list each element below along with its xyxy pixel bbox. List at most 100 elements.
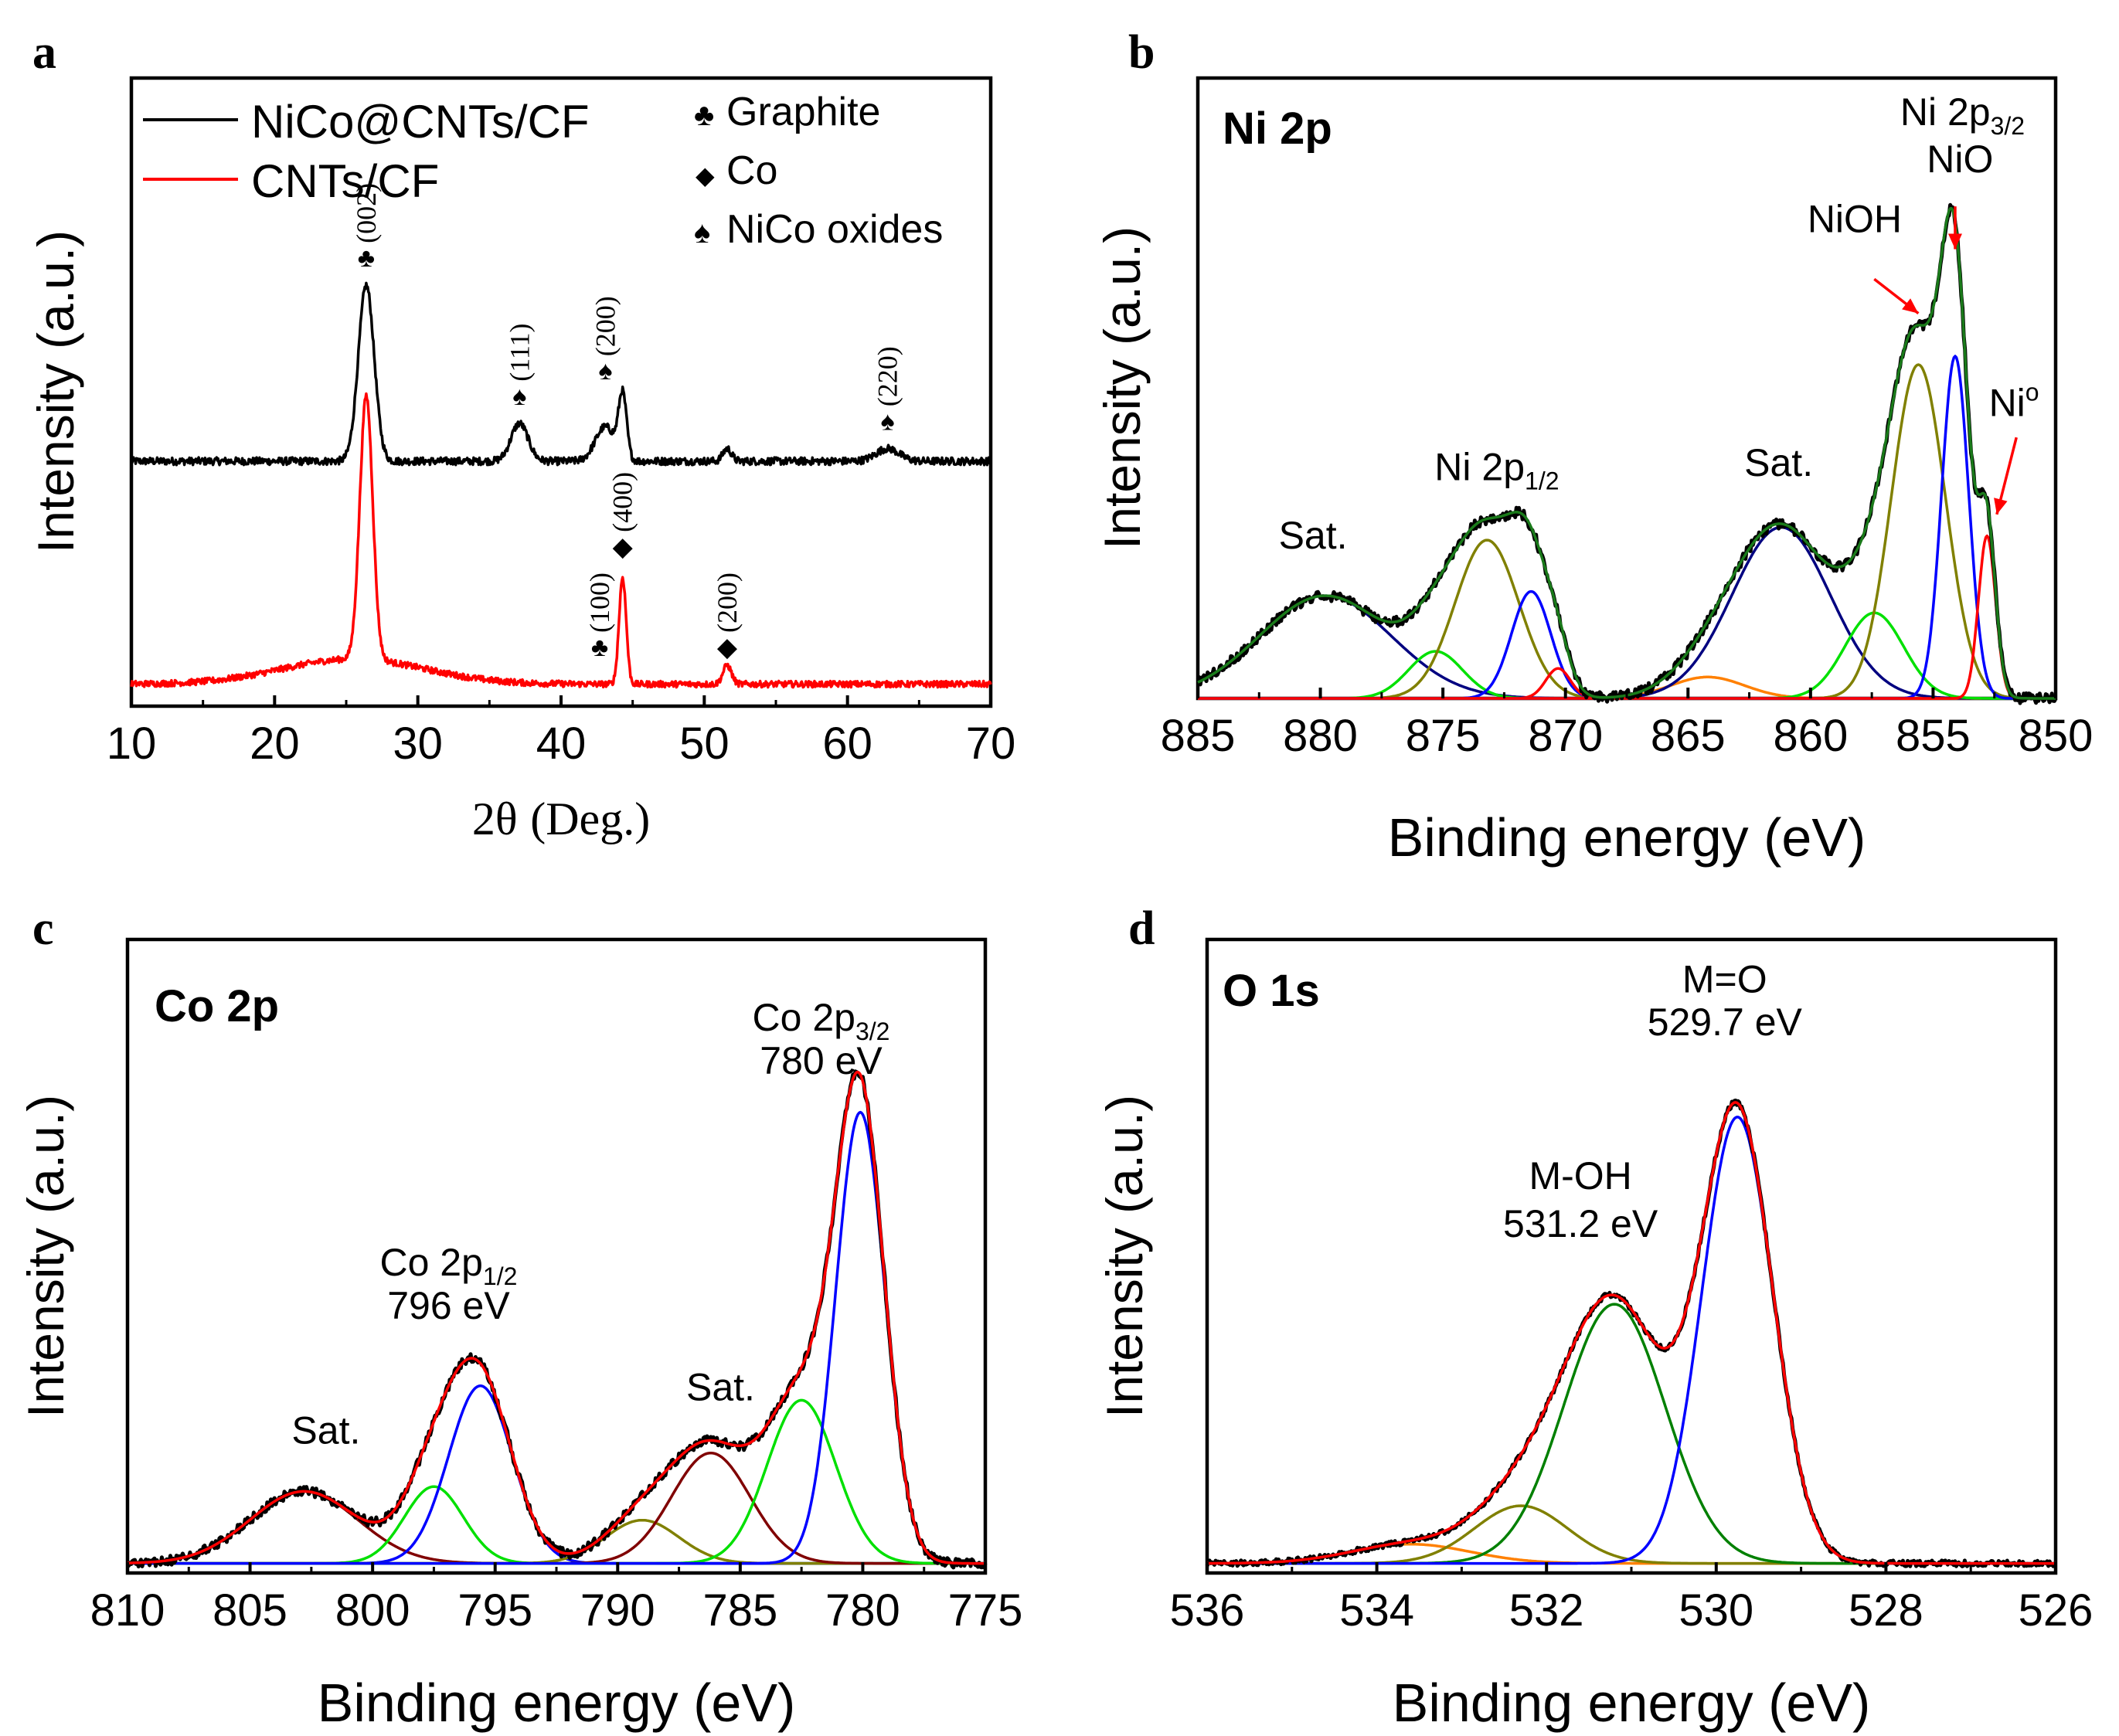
y-axis-label: Intensity (a.u.) [17,1095,74,1418]
peak-label: Sat. [291,1408,360,1452]
peak-marker: ♣ [591,633,608,662]
panel-title: Co 2p [155,981,279,1031]
peak-label: 780 eV [760,1039,883,1082]
peak-label: Sat. [1279,514,1348,557]
x-tick-label: 860 [1773,711,1848,761]
peak-marker: ♣ [358,243,375,273]
legend-label-co: Co [726,148,777,193]
x-tick-label: 40 [536,719,587,769]
y-axis-label: Intensity (a.u.) [1096,1095,1153,1418]
fit-component-2 [127,1384,986,1565]
x-tick-label: 50 [679,719,730,769]
panel-letter: c [32,902,54,955]
x-tick-label: 805 [213,1585,287,1636]
panel-a: a ♣(002)♠(111) ♠(200)♠(220)♣(100)◆(400)◆(… [27,26,1015,844]
x-tick-label: 530 [1679,1585,1753,1636]
fit-component-2 [1206,1303,2056,1565]
fit-component-5 [127,1398,986,1565]
annotation-arrowhead [1994,498,2008,515]
panel-letter: a [32,26,56,79]
legend-label-nico: NiCo@CNTs/CF [251,96,590,148]
x-tick-label: 790 [580,1585,655,1636]
peak-marker: ◆ [613,532,634,562]
raw-data-line [1196,202,2058,705]
peak-label: Co 2p1/2 [379,1241,517,1290]
peak-label: (100) [584,572,615,633]
x-tick-label: 536 [1170,1585,1245,1636]
x-tick-label: 60 [822,719,872,769]
x-axis-label: 2θ (Deg.) [472,793,650,844]
annotation-arrowhead [1902,298,1919,314]
legend-symbol-graphite: ♣ [694,98,714,132]
peak-marker: ♠ [512,382,526,411]
series-line-nicocntscf [130,281,992,467]
x-tick-label: 855 [1896,711,1971,761]
legend-symbol-co: ◆ [696,161,715,189]
x-tick-label: 880 [1283,711,1358,761]
x-axis-ticks: 885 880 875 870 865 860 855 850 [1161,688,2093,761]
peak-marker: ♠ [598,356,612,386]
series-line-cntscf [130,392,992,689]
x-axis-label: Binding energy (eV) [1388,807,1866,868]
x-axis-ticks: 10 20 30 40 50 60 70 [107,695,1016,769]
x-tick-label: 865 [1651,711,1726,761]
peak-label: (111) [504,323,535,381]
peak-label: 529.7 eV [1648,1000,1803,1044]
x-axis-ticks: 810 805 800 795 790 785 780 775 [90,1562,1023,1636]
peak-label: M=O [1682,957,1767,1000]
y-axis-label: Intensity (a.u.) [1094,226,1151,549]
x-tick-label: 528 [1849,1585,1923,1636]
x-tick-label: 70 [966,719,1016,769]
peak-label: (220) [872,346,903,406]
x-tick-label: 795 [457,1585,532,1636]
peak-label: Nio [1989,378,2039,424]
legend: NiCo@CNTs/CF CNTs/CF ♣ Graphite ◆ Co ♠ N… [143,90,943,252]
fit-envelope-line [127,1070,986,1565]
plot-area: ♣(002)♠(111) ♠(200)♠(220)♣(100)◆(400)◆(20… [130,183,992,689]
x-tick-label: 20 [250,719,300,769]
x-tick-label: 534 [1339,1585,1414,1636]
peak-label: 796 eV [387,1284,510,1327]
fit-envelope-line [1197,206,2056,700]
panel-letter: b [1128,26,1155,79]
x-tick-label: 875 [1406,711,1481,761]
peak-label: Sat. [1744,441,1813,484]
x-tick-label: 10 [107,719,157,769]
peak-label: NiO [1927,138,1993,181]
raw-data-line [125,1069,988,1570]
plot-frame [1205,937,2058,1575]
peak-label: (002) [351,183,382,243]
peak-label: (400) [607,472,638,532]
fit-component-2 [1197,538,2056,700]
peak-label: Sat. [686,1365,755,1408]
fit-component-3 [127,1518,986,1565]
panel-title: O 1s [1223,966,1320,1016]
peak-label: M-OH [1529,1154,1631,1198]
peak-label: NiOH [1808,197,1902,240]
x-tick-label: 785 [702,1585,777,1636]
x-tick-label: 775 [948,1585,1023,1636]
legend-symbol-nico-oxides: ♠ [694,216,710,250]
x-tick-label: 526 [2019,1585,2093,1636]
x-tick-label: 30 [393,719,443,769]
fit-envelope-line [1206,1101,2056,1565]
x-tick-label: 532 [1509,1585,1584,1636]
peak-label: (200) [590,296,621,356]
x-axis-ticks: 536 534 532 530 528 526 [1170,1562,2093,1636]
x-tick-label: 800 [335,1585,410,1636]
peak-marker: ♠ [881,406,895,436]
peak-label: (200) [712,572,743,633]
x-tick-label: 810 [90,1585,165,1636]
x-tick-label: 870 [1528,711,1603,761]
peak-label: Ni 2p3/2 [1900,90,2025,140]
x-tick-label: 780 [825,1585,900,1636]
peak-label: Ni 2p1/2 [1434,446,1559,495]
annotation-arrowhead [1947,233,1962,250]
